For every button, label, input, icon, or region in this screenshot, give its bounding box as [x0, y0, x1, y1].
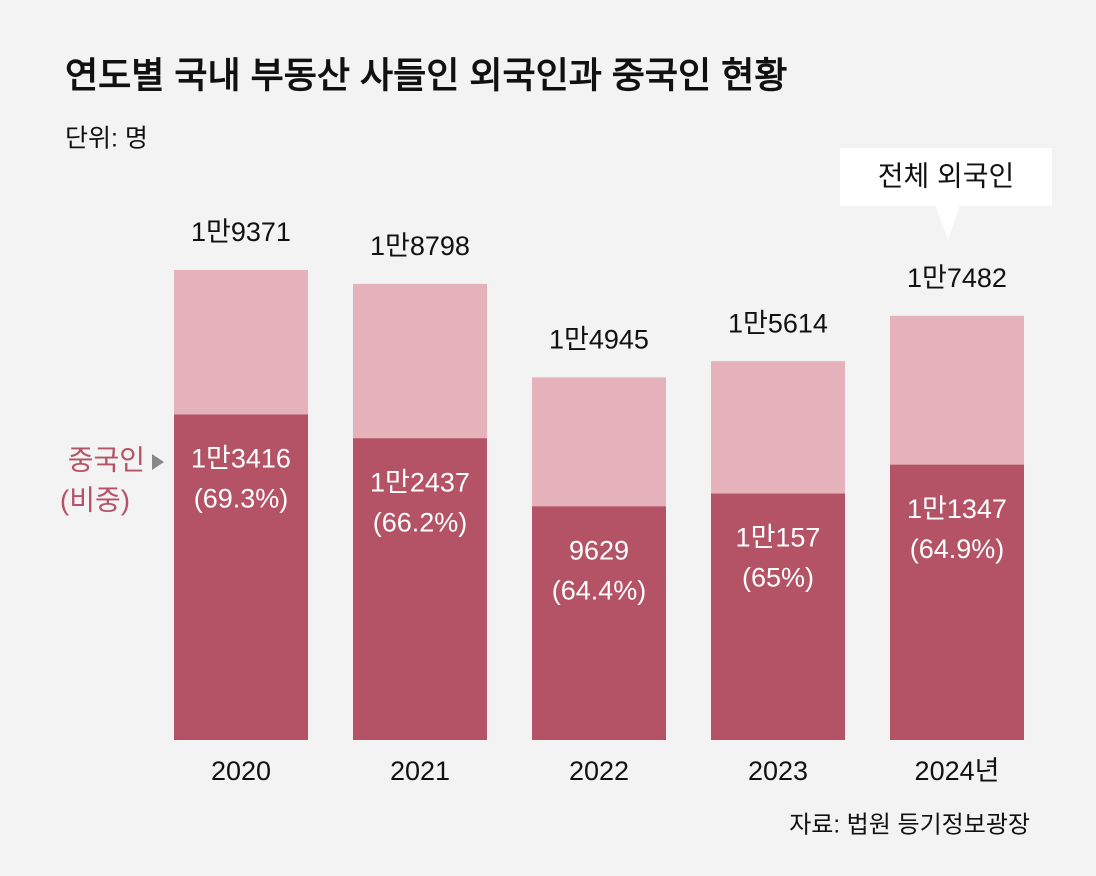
- x-tick-label: 2022: [569, 756, 629, 786]
- unit-label: 단위: 명: [65, 125, 148, 153]
- chinese-label: 1만2437: [370, 467, 470, 497]
- x-tick-label: 2021: [390, 756, 450, 786]
- chinese-label: 1만157: [736, 523, 821, 553]
- x-tick-label: 2023: [748, 756, 808, 786]
- total-label: 1만9371: [191, 217, 291, 247]
- bar: [353, 438, 487, 740]
- bar: [890, 464, 1024, 740]
- chinese-label: 1만3416: [191, 444, 291, 474]
- x-tick-label: 2020: [211, 756, 271, 786]
- chart-title: 연도별 국내 부동산 사들인 외국인과 중국인 현황: [65, 55, 787, 96]
- total-label: 1만8798: [370, 231, 470, 261]
- bar: [532, 506, 666, 740]
- share-label: (66.2%): [373, 507, 468, 537]
- chinese-label: 1만1347: [907, 494, 1007, 524]
- callout-pointer: [935, 205, 960, 240]
- bar: [174, 414, 308, 740]
- x-tick-label: 2024년: [915, 756, 1000, 786]
- share-label: (64.4%): [552, 575, 647, 605]
- share-label: (65%): [742, 563, 814, 593]
- callout-box: [840, 148, 1052, 206]
- legend-share: (비중): [60, 484, 130, 515]
- share-label: (69.3%): [194, 484, 289, 514]
- legend-arrow: [152, 454, 164, 470]
- legend-total: 전체 외국인: [878, 160, 1015, 191]
- total-label: 1만7482: [907, 263, 1007, 293]
- bar: [711, 493, 845, 740]
- share-label: (64.9%): [910, 534, 1005, 564]
- total-label: 1만4945: [549, 325, 649, 355]
- chinese-label: 9629: [569, 535, 629, 565]
- total-label: 1만5614: [728, 308, 828, 338]
- legend-chinese: 중국인: [68, 444, 145, 475]
- source: 자료: 법원 등기정보광장: [789, 811, 1030, 838]
